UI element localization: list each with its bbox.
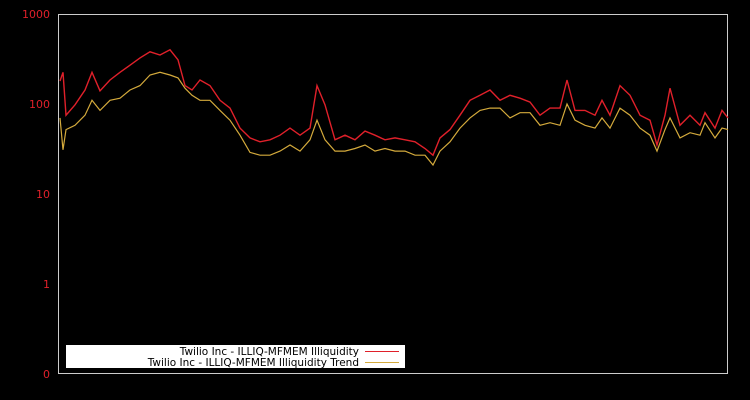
plot-area-frame	[58, 14, 728, 374]
y-tick-1000: 1000	[22, 8, 50, 21]
trend-series-line	[59, 71, 729, 167]
legend-item-trend: Twilio Inc - ILLIQ-MFMEM Illiquidity Tre…	[147, 356, 399, 369]
y-tick-10: 10	[36, 188, 50, 201]
chart-legend: Twilio Inc - ILLIQ-MFMEM Illiquidity Twi…	[66, 345, 405, 369]
legend-swatch-trend	[365, 362, 399, 363]
y-tick-0: 0	[43, 368, 50, 381]
y-tick-100: 100	[29, 98, 50, 111]
legend-item-illiquidity: Twilio Inc - ILLIQ-MFMEM Illiquidity	[179, 345, 399, 358]
y-tick-1: 1	[43, 278, 50, 291]
legend-label-trend: Twilio Inc - ILLIQ-MFMEM Illiquidity Tre…	[147, 356, 359, 369]
illiquidity-series-line	[59, 48, 729, 157]
legend-swatch-illiquidity	[365, 351, 399, 352]
legend-label-illiquidity: Twilio Inc - ILLIQ-MFMEM Illiquidity	[179, 345, 359, 358]
